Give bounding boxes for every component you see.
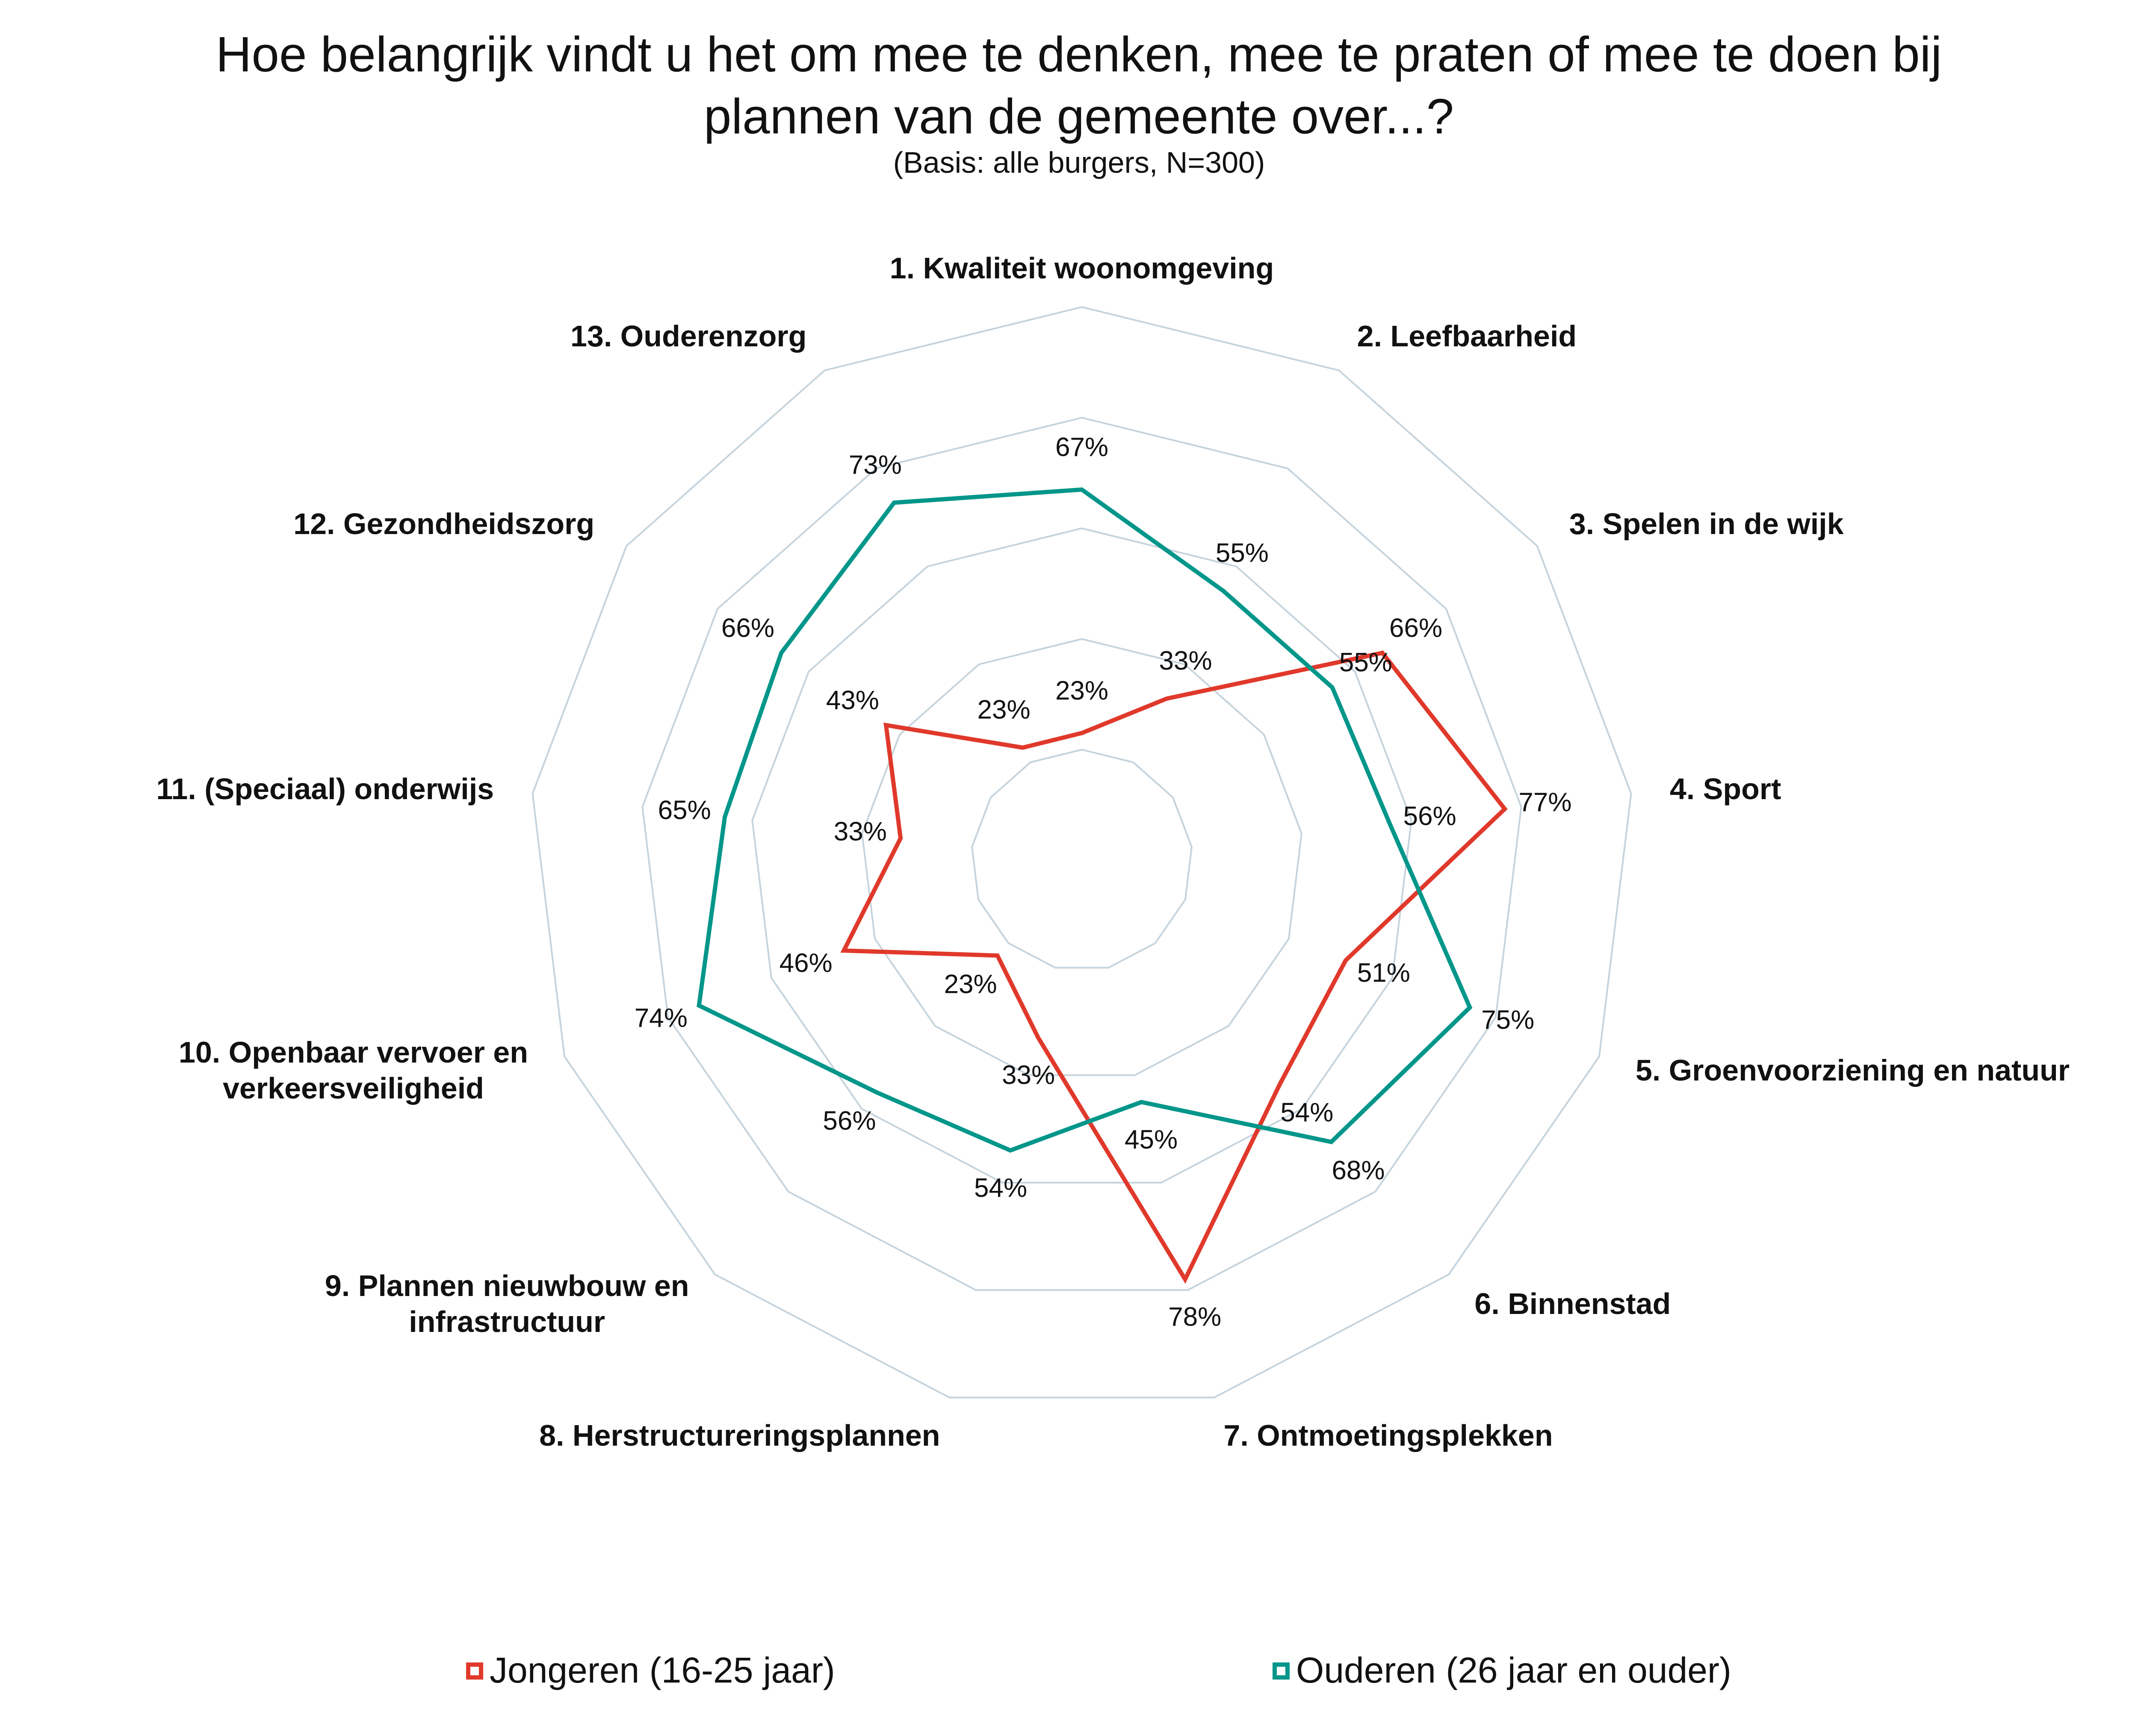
value-label: 33% (834, 817, 887, 846)
category-label: 9. Plannen nieuwbouw en infrastructuur (325, 1269, 689, 1338)
value-label: 23% (1055, 676, 1108, 706)
value-label: 77% (1518, 788, 1571, 817)
value-label: 67% (1055, 432, 1108, 462)
category-label: 3. Spelen in de wijk (1569, 507, 1844, 541)
category-label: 12. Gezondheidszorg (293, 507, 595, 541)
category-label: 7. Ontmoetingsplekken (1223, 1418, 1553, 1452)
value-label: 56% (823, 1106, 876, 1136)
value-label: 56% (1403, 802, 1456, 831)
category-label: 5. Groenvoorziening en natuur (1635, 1054, 2070, 1087)
value-label: 46% (780, 948, 833, 978)
series-line (697, 487, 1473, 1153)
grid-ring (971, 749, 1193, 969)
value-label: 78% (1168, 1302, 1221, 1332)
category-label: 1. Kwaliteit woonomgeving (889, 251, 1274, 285)
grid-ring (532, 306, 1632, 1399)
value-label: 51% (1357, 958, 1410, 988)
value-label: 75% (1481, 1005, 1534, 1035)
value-label: 33% (1002, 1060, 1055, 1090)
category-label: 6. Binnenstad (1474, 1287, 1671, 1320)
value-label: 66% (1389, 613, 1442, 643)
value-label: 54% (1280, 1098, 1333, 1128)
category-label: 4. Sport (1669, 772, 1781, 806)
value-label: 54% (974, 1173, 1027, 1203)
value-label: 43% (826, 685, 879, 715)
legend-label: Ouderen (26 jaar en ouder) (1296, 1650, 1731, 1690)
value-label: 23% (944, 969, 997, 999)
legend-marker (1273, 1662, 1290, 1680)
category-label: 10. Openbaar vervoer en verkeersveilighe… (178, 1036, 528, 1105)
legend-marker (466, 1662, 483, 1680)
grid-ring (751, 527, 1412, 1184)
chart-title: Hoe belangrijk vindt u het om mee te den… (216, 27, 1942, 144)
value-label: 55% (1216, 538, 1269, 568)
category-label: 11. (Speciaal) onderwijs (156, 772, 494, 806)
value-label: 68% (1332, 1156, 1385, 1185)
category-label: 8. Herstructureringsplannen (539, 1418, 940, 1452)
value-label: 55% (1339, 648, 1392, 677)
series-line (840, 650, 1508, 1284)
legend-label: Jongeren (16-25 jaar) (490, 1650, 835, 1690)
category-label: 2. Leefbaarheid (1357, 319, 1577, 353)
value-label: 65% (658, 796, 711, 825)
value-label: 74% (635, 1004, 688, 1033)
grid-ring (641, 416, 1522, 1291)
category-label: 13. Ouderenzorg (570, 319, 807, 353)
value-label: 66% (721, 613, 774, 643)
value-label: 33% (1159, 646, 1212, 676)
value-label: 23% (977, 695, 1030, 725)
value-label: 45% (1125, 1125, 1178, 1154)
chart-subtitle: (Basis: alle burgers, N=300) (893, 146, 1265, 179)
value-label: 73% (849, 450, 902, 480)
grid-ring (861, 638, 1302, 1076)
